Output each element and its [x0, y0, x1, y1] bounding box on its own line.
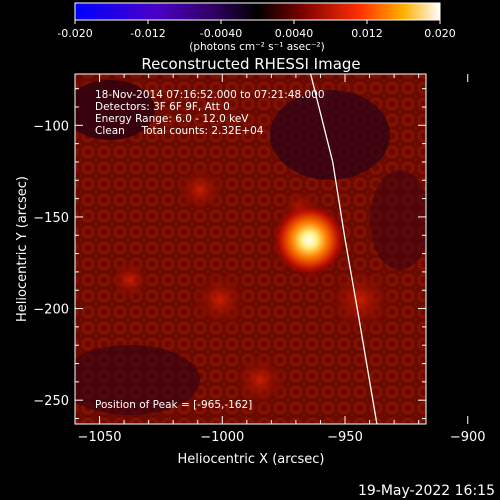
peak-source [271, 201, 348, 278]
x-tick-label: −1050 [78, 430, 122, 445]
heatmap-image [75, 74, 426, 424]
colorbar-tick-label: -0.020 [57, 27, 92, 40]
y-tick-label: −250 [33, 394, 69, 409]
peak-position-label: Position of Peak = [-965,-162] [95, 399, 252, 411]
colorbar-tick-label: 0.0040 [275, 27, 314, 40]
y-tick-label: −150 [33, 211, 69, 226]
y-axis-label: Heliocentric Y (arcsec) [15, 176, 30, 322]
colorbar-ticks: -0.020 -0.012 -0.0040 0.0040 0.012 0.020 [57, 20, 456, 40]
colorbar-tick-label: -0.0040 [200, 27, 242, 40]
annotation-detectors: Detectors: 3F 6F 9F, Att 0 [95, 101, 230, 113]
x-tick-label: −900 [450, 430, 486, 445]
x-axis-label: Heliocentric X (arcsec) [178, 452, 325, 467]
axis-ticks: −1050 −1000 −950 −900 −100 −150 −200 −250 [33, 74, 486, 445]
colorbar-tick-label: 0.012 [351, 27, 383, 40]
x-tick-label: −950 [327, 430, 363, 445]
colorbar-tick-label: 0.020 [424, 27, 456, 40]
annotation-clean: Clean Total counts: 2.32E+04 [95, 125, 264, 137]
y-tick-label: −100 [33, 119, 69, 134]
solar-limb [310, 74, 378, 424]
annotation-block: 18-Nov-2014 07:16:52.000 to 07:21:48.000… [95, 89, 325, 411]
annotation-energy: Energy Range: 6.0 - 12.0 keV [95, 113, 249, 125]
colorbar-unit-label: (photons cm⁻² s⁻¹ asec⁻²) [189, 41, 324, 53]
x-tick-label: −1000 [200, 430, 244, 445]
footer-date: 19-May-2022 16:15 [358, 483, 495, 499]
annotation-time: 18-Nov-2014 07:16:52.000 to 07:21:48.000 [95, 89, 325, 101]
y-tick-label: −200 [33, 303, 69, 318]
colorbar-tick-label: -0.012 [130, 27, 165, 40]
plot-frame [74, 73, 427, 425]
chart-title: Reconstructed RHESSI Image [141, 55, 360, 73]
colorbar [74, 2, 441, 21]
